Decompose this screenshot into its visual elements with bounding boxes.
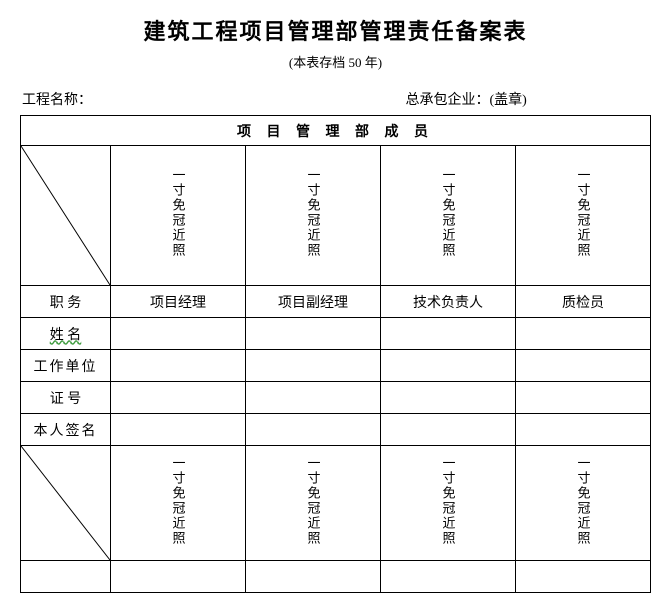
- signature-value-3: [381, 414, 516, 446]
- name-value-3: [381, 318, 516, 350]
- photo-cell-2-3: 一寸免冠近照: [381, 446, 516, 561]
- photo-cell-2-1: 一寸免冠近照: [111, 446, 246, 561]
- workplace-row: 工作单位: [21, 350, 651, 382]
- photo-label: 一寸免冠近照: [574, 456, 593, 546]
- signature-value-2: [246, 414, 381, 446]
- photo-row-2: 一寸免冠近照 一寸免冠近照 一寸免冠近照 一寸免冠近照: [21, 446, 651, 561]
- signature-value-4: [516, 414, 651, 446]
- contractor-label: 总承包企业：(盖章): [266, 89, 650, 109]
- photo-label: 一寸免冠近照: [304, 168, 323, 258]
- workplace-label: 工作单位: [21, 350, 111, 382]
- photo-cell-1-3: 一寸免冠近照: [381, 146, 516, 286]
- diag-cell-1: [21, 146, 111, 286]
- cert-label: 证 号: [21, 382, 111, 414]
- photo-label: 一寸免冠近照: [574, 168, 593, 258]
- photo-cell-2-4: 一寸免冠近照: [516, 446, 651, 561]
- photo-label: 一寸免冠近照: [169, 456, 188, 546]
- meta-row: 工程名称： 总承包企业：(盖章): [20, 89, 651, 109]
- cert-value-1: [111, 382, 246, 414]
- project-name-label: 工程名称：: [22, 89, 266, 109]
- name-value-2: [246, 318, 381, 350]
- photo-label: 一寸免冠近照: [439, 168, 458, 258]
- photo-label: 一寸免冠近照: [439, 456, 458, 546]
- partial-label: [21, 561, 111, 593]
- workplace-value-1: [111, 350, 246, 382]
- section-header-row: 项 目 管 理 部 成 员: [21, 116, 651, 146]
- cert-value-3: [381, 382, 516, 414]
- photo-cell-1-4: 一寸免冠近照: [516, 146, 651, 286]
- photo-row-1: 一寸免冠近照 一寸免冠近照 一寸免冠近照 一寸免冠近照: [21, 146, 651, 286]
- position-value-3: 技术负责人: [381, 286, 516, 318]
- name-label: 姓 名: [21, 318, 111, 350]
- cert-value-2: [246, 382, 381, 414]
- workplace-value-4: [516, 350, 651, 382]
- name-value-1: [111, 318, 246, 350]
- position-value-4: 质检员: [516, 286, 651, 318]
- photo-label: 一寸免冠近照: [169, 168, 188, 258]
- partial-4: [516, 561, 651, 593]
- signature-label: 本人签名: [21, 414, 111, 446]
- photo-cell-2-2: 一寸免冠近照: [246, 446, 381, 561]
- name-value-4: [516, 318, 651, 350]
- partial-2: [246, 561, 381, 593]
- workplace-value-3: [381, 350, 516, 382]
- position-row: 职 务 项目经理 项目副经理 技术负责人 质检员: [21, 286, 651, 318]
- section-header: 项 目 管 理 部 成 员: [21, 116, 651, 146]
- position-label: 职 务: [21, 286, 111, 318]
- name-label-text: 姓 名: [50, 328, 82, 343]
- signature-row: 本人签名: [21, 414, 651, 446]
- workplace-value-2: [246, 350, 381, 382]
- partial-1: [111, 561, 246, 593]
- form-table: 项 目 管 理 部 成 员 一寸免冠近照 一寸免冠近照 一寸免冠近照 一寸免冠近…: [20, 115, 651, 593]
- cert-row: 证 号: [21, 382, 651, 414]
- photo-label: 一寸免冠近照: [304, 456, 323, 546]
- partial-3: [381, 561, 516, 593]
- photo-cell-1-2: 一寸免冠近照: [246, 146, 381, 286]
- page-subtitle: (本表存档 50 年): [20, 52, 651, 71]
- diag-cell-2: [21, 446, 111, 561]
- page-title: 建筑工程项目管理部管理责任备案表: [20, 14, 651, 46]
- position-value-1: 项目经理: [111, 286, 246, 318]
- photo-cell-1-1: 一寸免冠近照: [111, 146, 246, 286]
- name-row: 姓 名: [21, 318, 651, 350]
- signature-value-1: [111, 414, 246, 446]
- position-value-2: 项目副经理: [246, 286, 381, 318]
- cert-value-4: [516, 382, 651, 414]
- partial-row: [21, 561, 651, 593]
